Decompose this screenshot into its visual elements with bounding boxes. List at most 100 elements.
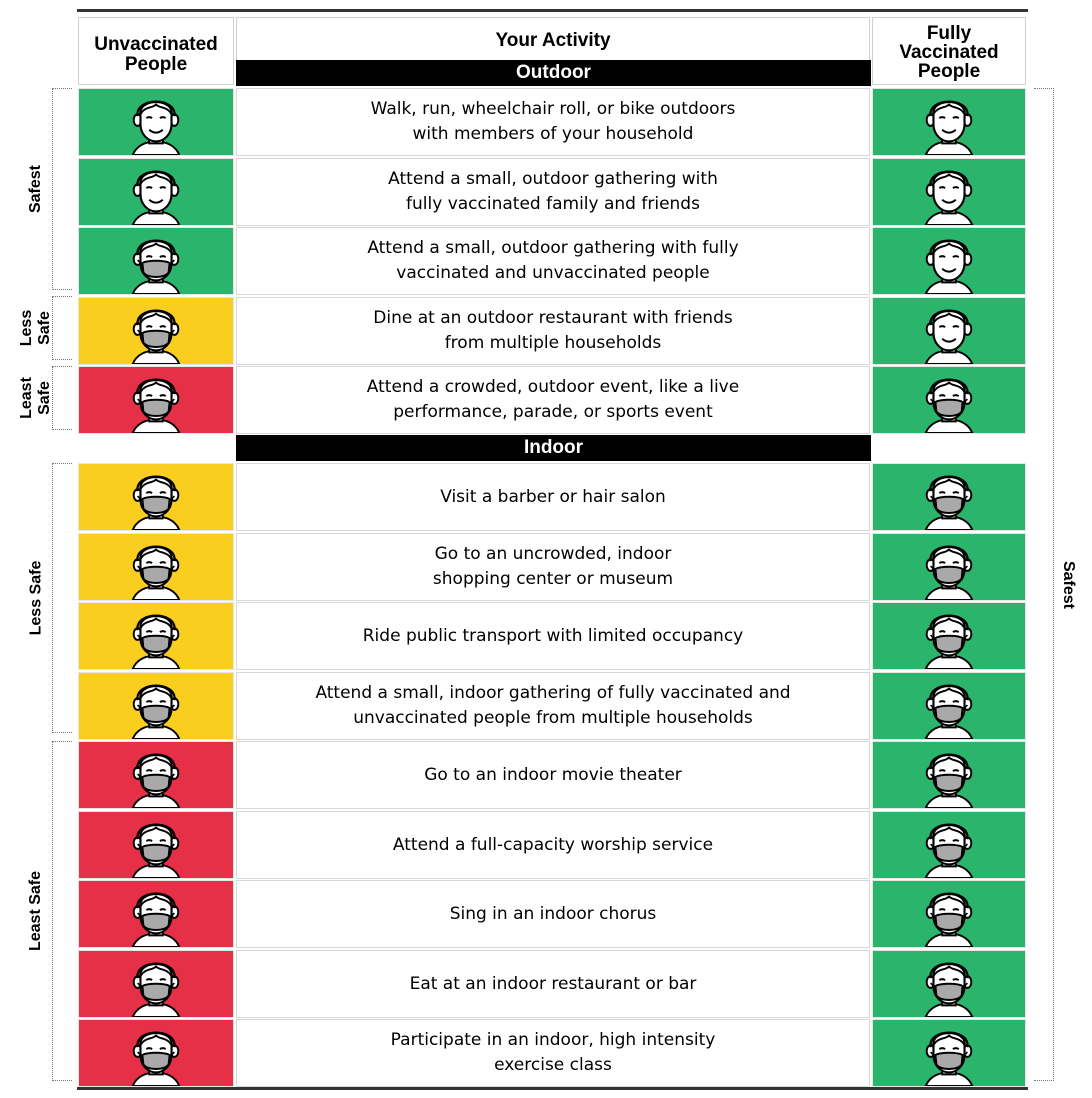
activity-text: Ride public transport with limited occup… (363, 624, 743, 649)
unvaccinated-cell (78, 602, 234, 670)
masked-face-icon (924, 378, 974, 433)
header-left-line-2: People (124, 54, 188, 75)
vaccinated-cell (872, 880, 1026, 948)
masked-face-icon (924, 962, 974, 1017)
vaccinated-cell (872, 741, 1026, 809)
activity-text: Eat at an indoor restaurant or bar (410, 972, 697, 997)
vaccinated-cell (872, 366, 1026, 434)
label-outdoor-less-safe: Less Safe (18, 309, 53, 347)
activity-text: Go to an uncrowded, indoor shopping cente… (433, 542, 673, 592)
header-right-line-2: Vaccinated (899, 42, 999, 63)
masked-face-icon (924, 475, 974, 530)
activity-cell: Attend a crowded, outdoor event, like a … (236, 366, 870, 434)
header-left-box (78, 17, 234, 85)
activity-line: Participate in an indoor, high intensity (390, 1030, 716, 1050)
masked-face-icon (131, 962, 181, 1017)
label-outdoor-least-safe: Least Safe (17, 377, 53, 419)
unvaccinated-cell (78, 950, 234, 1018)
header-right-line-3: People (917, 61, 981, 82)
activity-text: Attend a small, outdoor gathering with f… (367, 236, 738, 286)
masked-face-icon (924, 614, 974, 669)
vaccinated-cell (872, 463, 1026, 531)
activity-text: Participate in an indoor, high intensity… (391, 1028, 716, 1078)
activity-line: vaccinated and unvaccinated people (396, 263, 710, 283)
unvaccinated-cell (78, 463, 234, 531)
smiling-face-icon (924, 309, 974, 364)
activity-cell: Attend a small, outdoor gathering with f… (236, 227, 870, 295)
bracket-indoor-least-safe (52, 741, 72, 1081)
masked-face-icon (131, 475, 181, 530)
masked-face-icon (131, 1031, 181, 1086)
activity-line: shopping center or museum (432, 569, 674, 589)
masked-face-icon (131, 309, 181, 364)
masked-face-icon (131, 545, 181, 600)
activity-cell: Walk, run, wheelchair roll, or bike outd… (236, 88, 870, 156)
header-fully-vaccinated: Fully Vaccinated People (872, 24, 1026, 81)
vaccinated-cell (872, 602, 1026, 670)
masked-face-icon (131, 753, 181, 808)
activity-text: Attend a crowded, outdoor event, like a … (367, 375, 739, 425)
activity-cell: Dine at an outdoor restaurant with frien… (236, 297, 870, 365)
masked-face-icon (924, 684, 974, 739)
section-outdoor: Outdoor (236, 60, 871, 86)
vaccinated-cell (872, 950, 1026, 1018)
smiling-face-icon (924, 239, 974, 294)
vaccinated-cell (872, 1019, 1026, 1087)
vaccinated-cell (872, 88, 1026, 156)
activity-line: Ride public transport with limited occup… (362, 625, 744, 646)
activity-text: Walk, run, wheelchair roll, or bike outd… (371, 97, 736, 147)
activity-line: Go to an indoor movie theater (424, 764, 682, 785)
activity-text: Attend a full-capacity worship service (393, 833, 713, 858)
label-right-safest: Safest (1060, 560, 1077, 609)
activity-line: Attend a small, indoor gathering of full… (315, 683, 791, 703)
activity-line: exercise class (494, 1055, 612, 1075)
unvaccinated-cell (78, 741, 234, 809)
masked-face-icon (924, 823, 974, 878)
activity-line: Attend a small, outdoor gathering with (388, 169, 718, 189)
header-your-activity: Your Activity (495, 30, 611, 51)
masked-face-icon (924, 753, 974, 808)
bracket-outdoor-least-safe (52, 366, 72, 430)
activity-cell: Sing in an indoor chorus (236, 880, 870, 948)
activity-cell: Attend a full-capacity worship service (236, 811, 870, 879)
masked-face-icon (131, 892, 181, 947)
unvaccinated-cell (78, 1019, 234, 1087)
vaccinated-cell (872, 227, 1026, 295)
bottom-rule (77, 1087, 1028, 1090)
vaccinated-cell (872, 811, 1026, 879)
masked-face-icon (924, 1031, 974, 1086)
bracket-right-safest (1034, 88, 1054, 1081)
smiling-face-icon (924, 100, 974, 155)
masked-face-icon (924, 892, 974, 947)
activity-text: Attend a small, outdoor gathering with fu… (388, 167, 718, 217)
activity-line: Go to an uncrowded, indoor (434, 544, 672, 564)
activity-line: Attend a full-capacity worship service (392, 834, 714, 855)
vaccinated-cell (872, 672, 1026, 740)
activity-cell: Eat at an indoor restaurant or bar (236, 950, 870, 1018)
unvaccinated-cell (78, 533, 234, 601)
unvaccinated-cell (78, 672, 234, 740)
activity-text: Visit a barber or hair salon (440, 485, 666, 510)
unvaccinated-cell (78, 811, 234, 879)
activity-line: Eat at an indoor restaurant or bar (409, 973, 697, 994)
label-outdoor-safest: Safest (27, 164, 44, 214)
masked-face-icon (131, 239, 181, 294)
activity-line: Visit a barber or hair salon (440, 486, 666, 507)
smiling-face-icon (131, 100, 181, 155)
activity-cell: Go to an indoor movie theater (236, 741, 870, 809)
smiling-face-icon (924, 170, 974, 225)
activity-line: Attend a small, outdoor gathering with f… (367, 238, 739, 258)
label-indoor-less-safe: Less Safe (27, 560, 44, 636)
unvaccinated-cell (78, 366, 234, 434)
unvaccinated-cell (78, 88, 234, 156)
activity-line: Dine at an outdoor restaurant with frien… (373, 308, 733, 328)
masked-face-icon (131, 684, 181, 739)
bracket-outdoor-safest (52, 88, 72, 290)
masked-face-icon (131, 823, 181, 878)
activity-cell: Attend a small, indoor gathering of full… (236, 672, 870, 740)
activity-cell: Attend a small, outdoor gathering with fu… (236, 158, 870, 226)
top-rule (77, 9, 1028, 12)
activity-line: unvaccinated people from multiple househ… (353, 708, 753, 728)
activity-cell: Ride public transport with limited occup… (236, 602, 870, 670)
activity-text: Attend a small, indoor gathering of full… (315, 681, 790, 731)
